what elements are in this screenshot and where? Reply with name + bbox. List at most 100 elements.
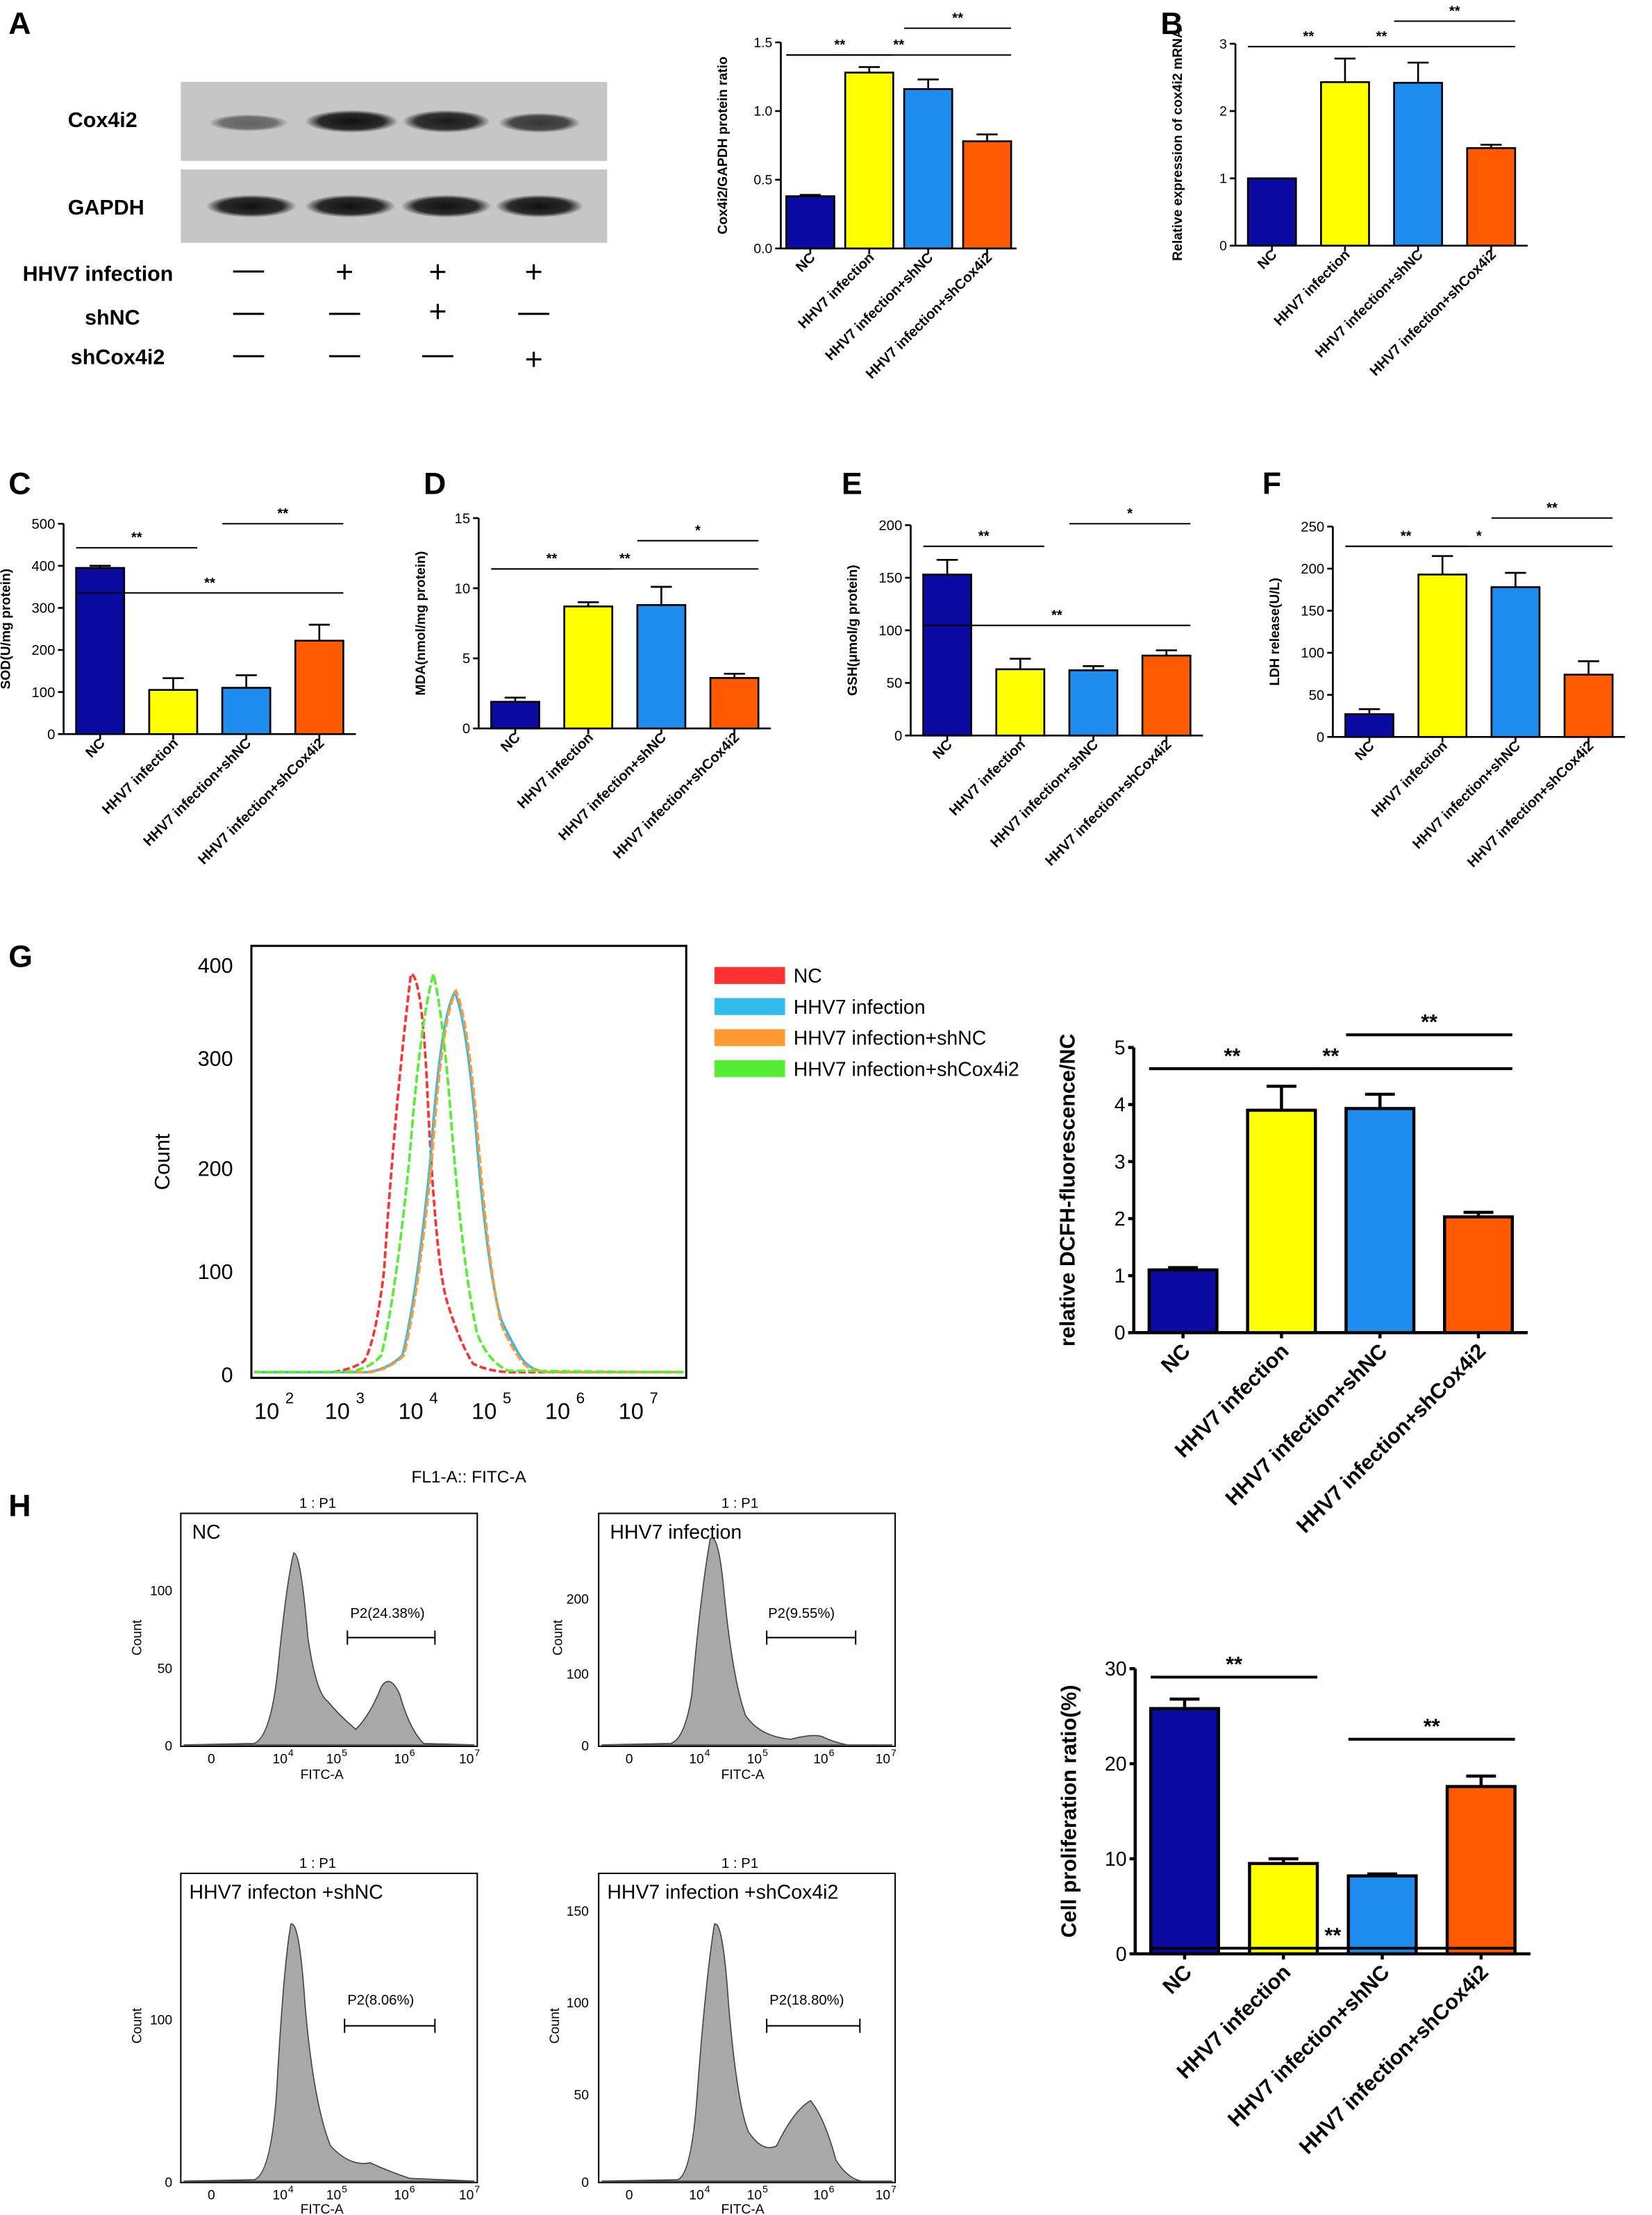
chart-a-bar [903,87,953,250]
chart-d-ytick-label: 10 [455,581,471,596]
hist-shnc-xtick-0: 0 [208,2189,215,2203]
chart-c-ytick-label: 200 [31,643,55,658]
flow-xtick-0: 10 [254,1398,279,1423]
hist-hhv7-xtick-0: 0 [626,1752,633,1766]
chart-g-bar [1246,1108,1317,1335]
hist-shcox4i2-xtick-1: 10 [689,2189,703,2203]
svg-text:6: 6 [410,1748,415,1759]
chart-f-bar [1563,674,1614,738]
chart-h-sig-label: ** [1325,1924,1342,1948]
chart-c-ytick-label: 100 [31,685,55,701]
legend-label-shnc: HHV7 infection+shNC [794,1028,987,1050]
chart-b-ytick-label: 2 [1219,105,1227,119]
chart-f-ytick-label: 100 [1301,646,1324,661]
chart-b-category-label: HHV7 infection [1271,247,1353,329]
chart-d-category-label: NC [498,730,524,755]
chart-f-ylabel: LDH release(U/L) [1268,578,1283,686]
svg-text:6: 6 [829,1748,835,1759]
band-gapdh-shnc [401,194,492,218]
hist-hhv7-xtick-3: 10 [813,1752,828,1766]
chart-e-category-label: NC [930,737,956,762]
chart-g-bar [1443,1215,1515,1335]
chart-d-ytick-label: 15 [455,511,471,526]
flow-overlay-plot: 0 100 200 300 400 Count 10 2 10 3 10 4 1… [151,944,1019,1487]
chart-g-ytick-label: 4 [1115,1094,1126,1117]
hist-hhv7-ytick-0: 0 [581,1739,589,1754]
chart-b-ytick-label: 0 [1219,240,1227,254]
svg-text:5: 5 [762,1748,768,1759]
hist-nc-ytick-1: 50 [158,1662,172,1676]
chart-h-category-label: HHV7 infection+shNC [1223,1960,1394,2131]
chart-a-bar [844,72,894,250]
chart-f-bar [1344,713,1394,738]
chart-a-sig-label: ** [834,37,845,53]
hist-hhv7-ytick-1: 100 [567,1667,589,1682]
chart-h-category-label: HHV7 infection+shCox4i2 [1294,1960,1493,2159]
svg-text:4: 4 [705,1748,710,1759]
hist-shnc-xtick-2: 10 [326,2189,341,2203]
hist-shcox4i2-frame [598,1872,896,2184]
panel-e-letter: E [842,467,862,501]
hist-nc-xtick-2: 10 [326,1752,341,1766]
chart-f-category-label: HHV7 infection [1369,739,1451,821]
chart-b-bar [1246,177,1297,247]
legend-swatch-hhv7 [714,998,785,1015]
hist-shcox4i2-ytick-3: 150 [567,1905,589,1919]
sign-r1-c1: — [329,295,360,329]
chart-f-ytick-label: 250 [1301,519,1324,535]
flow-xlabel: FL1-A:: FITC-A [411,1468,526,1487]
chart-a-category-label: NC [793,250,819,276]
chart-d-sig-label: ** [619,551,631,567]
hist-shnc-xtick-1: 10 [273,2189,287,2203]
chart-b-bar [1393,81,1444,247]
hist-nc-xtick-3: 10 [394,1752,408,1766]
chart-e-sig-label: ** [1051,608,1062,624]
legend-swatch-nc [714,967,785,985]
legend-label-hhv7: HHV7 infection [794,996,926,1019]
chart-b-ytick-label: 3 [1219,37,1227,52]
hist-shnc-xtick-3: 10 [394,2189,408,2203]
chart-d-sig-label: ** [547,551,558,567]
chart-a-category-label: HHV7 infection+shCox4i2 [863,250,995,382]
band-gapdh-hhv7 [305,194,396,218]
hist-nc-gate-label: P2(24.38%) [350,1606,424,1621]
chart-a-category-label: HHV7 infection+shNC [823,250,937,364]
hist-nc-xtick-4: 10 [459,1752,474,1766]
svg-text:7: 7 [891,1748,896,1759]
svg-text:5: 5 [342,2184,347,2195]
bar-chart-b: 0 1 2 3 Relative expression of cox4i2 mRNA NC… [1171,3,1528,379]
hist-shnc-xlabel: FITC-A [301,2203,344,2215]
hist-shcox4i2-ylabel: Count [548,2007,562,2043]
hist-shcox4i2-xtick-0: 0 [626,2189,633,2203]
chart-g-ylabel: relative DCFH-fluorescence/NC [1056,1034,1079,1347]
chart-c-ytick-label: 300 [31,601,55,617]
blot-label-cox4i2: Cox4i2 [68,108,137,132]
chart-c-bar [221,687,272,735]
hist-hhv7-ylabel: Count [551,1619,565,1655]
hist-shcox4i2-xtick-3: 10 [813,2189,828,2203]
svg-text:5: 5 [762,2184,768,2195]
chart-c-ylabel: SOD(U/mg protein) [0,569,13,689]
chart-e-ylabel: GSH(μmol/g protein) [846,565,860,696]
flow-overlay-frame [250,944,687,1379]
sign-r0-c1: + [335,256,353,290]
band-cox4i2-nc [209,114,288,132]
chart-b-ytick-label: 1 [1219,172,1227,187]
chart-e-category-label: HHV7 infection+shCox4i2 [1042,737,1174,869]
chart-h-category-label: NC [1158,1960,1196,1998]
band-cox4i2-shnc [402,110,490,133]
sign-r0-c2: + [428,256,447,290]
svg-text:4: 4 [288,2184,294,2195]
legend-swatch-shnc [714,1029,785,1046]
chart-e-bar [1141,654,1192,737]
chart-c-sig-label: ** [277,506,288,521]
svg-text:4: 4 [288,1748,294,1759]
flow-ytick-2: 200 [198,1157,233,1181]
hist-nc-ytick-2: 100 [150,1584,172,1598]
chart-d-category-label: HHV7 infection [515,730,596,812]
chart-b-category-label: HHV7 infection+shCox4i2 [1367,247,1499,379]
hist-nc-xlabel: FITC-A [301,1768,344,1782]
chart-f-bar [1417,574,1468,738]
